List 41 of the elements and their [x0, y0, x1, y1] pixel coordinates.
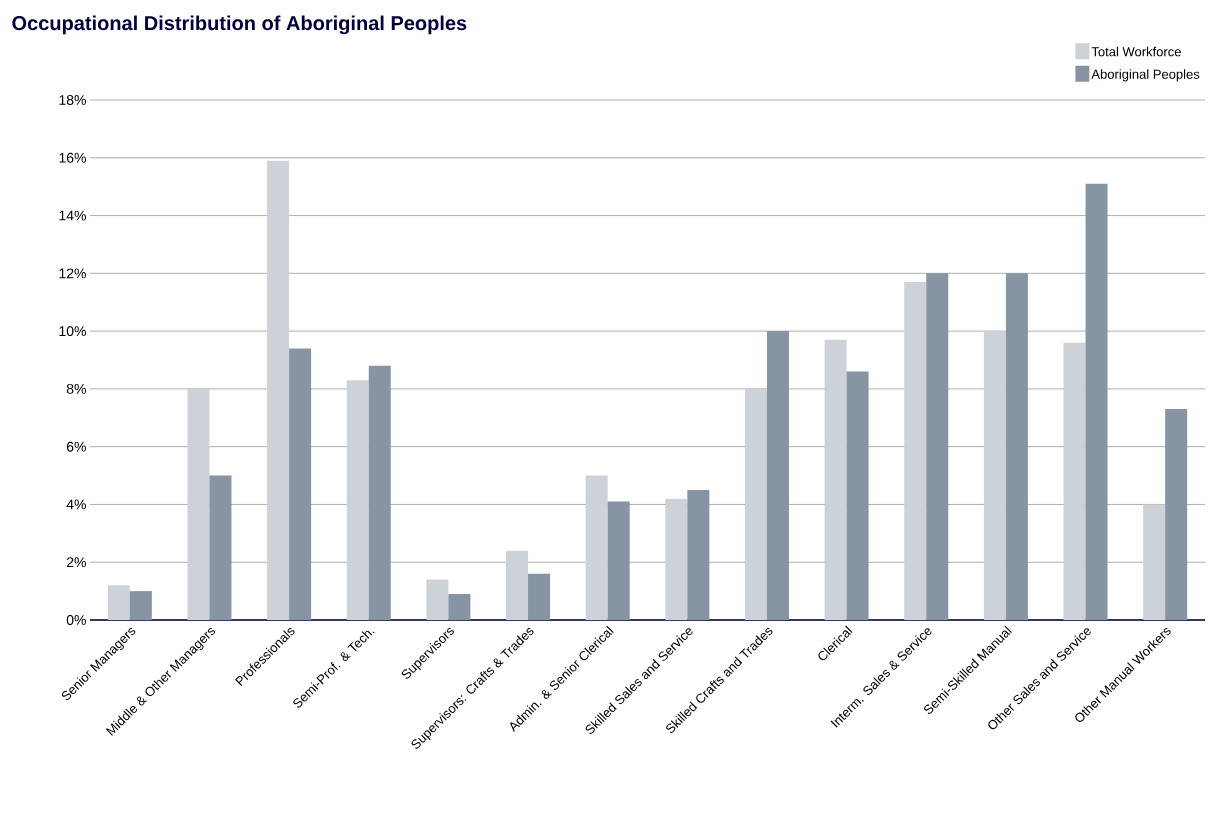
bar — [289, 348, 312, 620]
bar — [1165, 409, 1188, 620]
bar — [448, 594, 471, 620]
y-tick-label: 18% — [59, 95, 86, 105]
y-tick-label: 6% — [66, 441, 86, 452]
bar — [926, 273, 949, 620]
legend-label: Total Workforce — [1091, 46, 1181, 57]
bar — [107, 585, 130, 620]
bar — [585, 475, 608, 620]
y-tick-label: 0% — [66, 615, 86, 625]
y-tick-label: 12% — [59, 268, 86, 279]
bar — [426, 579, 449, 620]
y-tick-label: 2% — [66, 557, 86, 568]
bar — [1085, 183, 1108, 620]
bar — [129, 591, 152, 620]
bar — [665, 498, 688, 620]
bar — [766, 331, 789, 620]
bar — [368, 365, 391, 620]
bar — [983, 331, 1006, 620]
bar — [1063, 342, 1086, 620]
bar — [744, 388, 767, 620]
bar — [824, 339, 847, 620]
y-tick-label: 10% — [59, 326, 86, 337]
bar — [687, 490, 710, 620]
y-tick-label: 4% — [66, 499, 86, 510]
bar — [187, 388, 210, 620]
bar — [267, 160, 290, 620]
bar — [1143, 504, 1166, 620]
bar — [506, 550, 529, 620]
bar — [209, 475, 232, 620]
chart-title: Occupational Distribution of Aboriginal Peoples — [12, 15, 467, 35]
bar — [1005, 273, 1028, 620]
legend-label: Aboriginal Peoples — [1091, 69, 1200, 82]
y-tick-label: 16% — [59, 152, 86, 163]
y-tick-label: 8% — [66, 383, 86, 394]
bar — [528, 573, 551, 620]
bar — [607, 501, 630, 620]
y-tick-label: 14% — [59, 210, 86, 221]
bar — [346, 380, 369, 620]
bar — [904, 282, 927, 620]
bar — [846, 371, 869, 620]
